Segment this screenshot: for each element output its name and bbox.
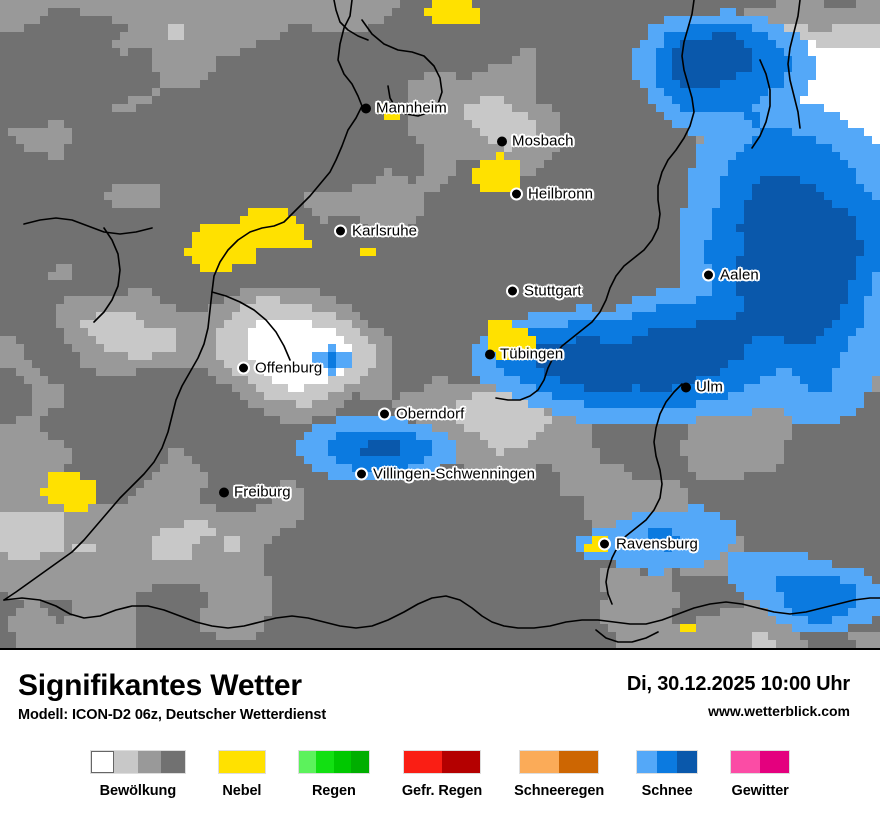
legend-item-schnee: Schnee [636,750,699,799]
city-marker-dot-icon [702,268,715,282]
footer-header-row: Signifikantes Wetter Modell: ICON-D2 06z… [0,650,880,723]
city-marker-dot-icon [219,487,229,497]
legend-swatch [89,750,186,774]
city-name: Ravensburg [616,535,698,553]
legend-label: Gefr. Regen [401,783,483,799]
city-marker-dot-icon [485,349,495,359]
legend-label: Gewitter [731,783,789,799]
weather-legend: Bewölkung Nebel Regen Gefr. Regen Schneerege… [0,750,880,799]
forecast-timestamp: Di, 30.12.2025 10:00 Uhr [626,673,850,695]
city-name: Stuttgart [524,282,582,300]
city-name: Mannheim [376,99,447,117]
city-label-t-bingen[interactable]: Tübingen [485,346,563,363]
legend-band [90,751,115,773]
legend-band [218,751,265,773]
legend-band [298,751,317,773]
city-name: Ulm [696,378,723,396]
legend-label: Bewölkung [99,783,177,799]
city-label-villingen-schwenningen[interactable]: Villingen-Schwenningen [355,466,535,483]
city-marker-dot-icon [510,187,523,201]
legend-band [137,751,162,773]
legend-label: Schnee [641,783,693,799]
city-label-heilbronn[interactable]: Heilbronn [510,186,593,203]
legend-band [442,751,480,773]
city-marker-dot-icon [598,537,611,551]
legend-band [114,751,138,773]
legend-band [316,751,334,773]
city-name: Tübingen [500,345,564,363]
city-marker-dot-icon [378,407,391,421]
legend-swatch [730,750,791,774]
legend-swatch [217,750,266,774]
city-name: Aalen [720,266,759,284]
city-name: Offenburg [255,359,323,377]
legend-label: Nebel [222,783,262,799]
city-label-mannheim[interactable]: Mannheim [361,100,447,117]
legend-item-schneeregen: Schneeregen [514,750,604,799]
legend-band [559,751,599,773]
city-name: Heilbronn [528,185,594,203]
city-marker-dot-icon [681,382,691,392]
legend-band [404,751,442,773]
city-marker-dot-icon [361,103,371,113]
city-label-karlsruhe[interactable]: Karlsruhe [334,223,417,240]
legend-item-regen: Regen [297,750,370,799]
city-name: Freiburg [234,483,291,501]
legend-swatch [297,750,370,774]
city-name: Villingen-Schwenningen [373,465,536,483]
legend-band [333,751,352,773]
city-label-ulm[interactable]: Ulm [681,379,723,396]
legend-swatch [519,750,600,774]
page-title: Signifikantes Wetter [18,669,302,702]
city-label-stuttgart[interactable]: Stuttgart [506,283,582,300]
legend-label: Regen [311,783,356,799]
city-marker-dot-icon [355,467,368,481]
city-label-oberndorf[interactable]: Oberndorf [378,406,464,423]
legend-band [731,751,761,773]
legend-swatch [636,750,699,774]
legend-swatch [403,750,481,774]
city-name: Oberndorf [396,405,465,423]
city-name: Karlsruhe [352,222,418,240]
legend-band [657,751,678,773]
legend-band [351,751,369,773]
city-label-mosbach[interactable]: Mosbach [497,133,574,150]
city-label-aalen[interactable]: Aalen [702,267,759,284]
legend-band [637,751,658,773]
legend-item-bew-lkung: Bewölkung [89,750,186,799]
legend-band [760,751,790,773]
meta-block: Di, 30.12.2025 10:00 Uhr www.wetterblick… [627,670,850,719]
city-marker-dot-icon [334,224,347,238]
city-marker-dot-icon [506,284,519,298]
legend-band [520,751,560,773]
city-label-offenburg[interactable]: Offenburg [237,360,322,377]
legend-label: Schneeregen [514,783,605,799]
legend-item-gewitter: Gewitter [730,750,791,799]
city-marker-dot-icon [237,361,250,375]
city-label-ravensburg[interactable]: Ravensburg [598,536,698,553]
city-labels-layer: Mannheim Mosbach Heilbronn Karlsruhe Aalen St… [219,100,759,553]
title-block: Signifikantes Wetter Modell: ICON-D2 06z… [18,670,326,723]
legend-item-nebel: Nebel [217,750,266,799]
weather-map[interactable]: Mannheim Mosbach Heilbronn Karlsruhe Aalen St… [0,0,880,650]
map-footer: Signifikantes Wetter Modell: ICON-D2 06z… [0,650,880,830]
legend-band [677,751,698,773]
legend-item-gefr-regen: Gefr. Regen [402,750,482,799]
model-subtitle: Modell: ICON-D2 06z, Deutscher Wetterdie… [18,706,327,723]
city-name: Mosbach [512,132,574,150]
city-marker-dot-icon [497,136,507,146]
precipitation-raster-canvas [0,0,880,648]
legend-band [161,751,185,773]
city-label-freiburg[interactable]: Freiburg [219,484,291,501]
source-website-url: www.wetterblick.com [708,703,850,719]
